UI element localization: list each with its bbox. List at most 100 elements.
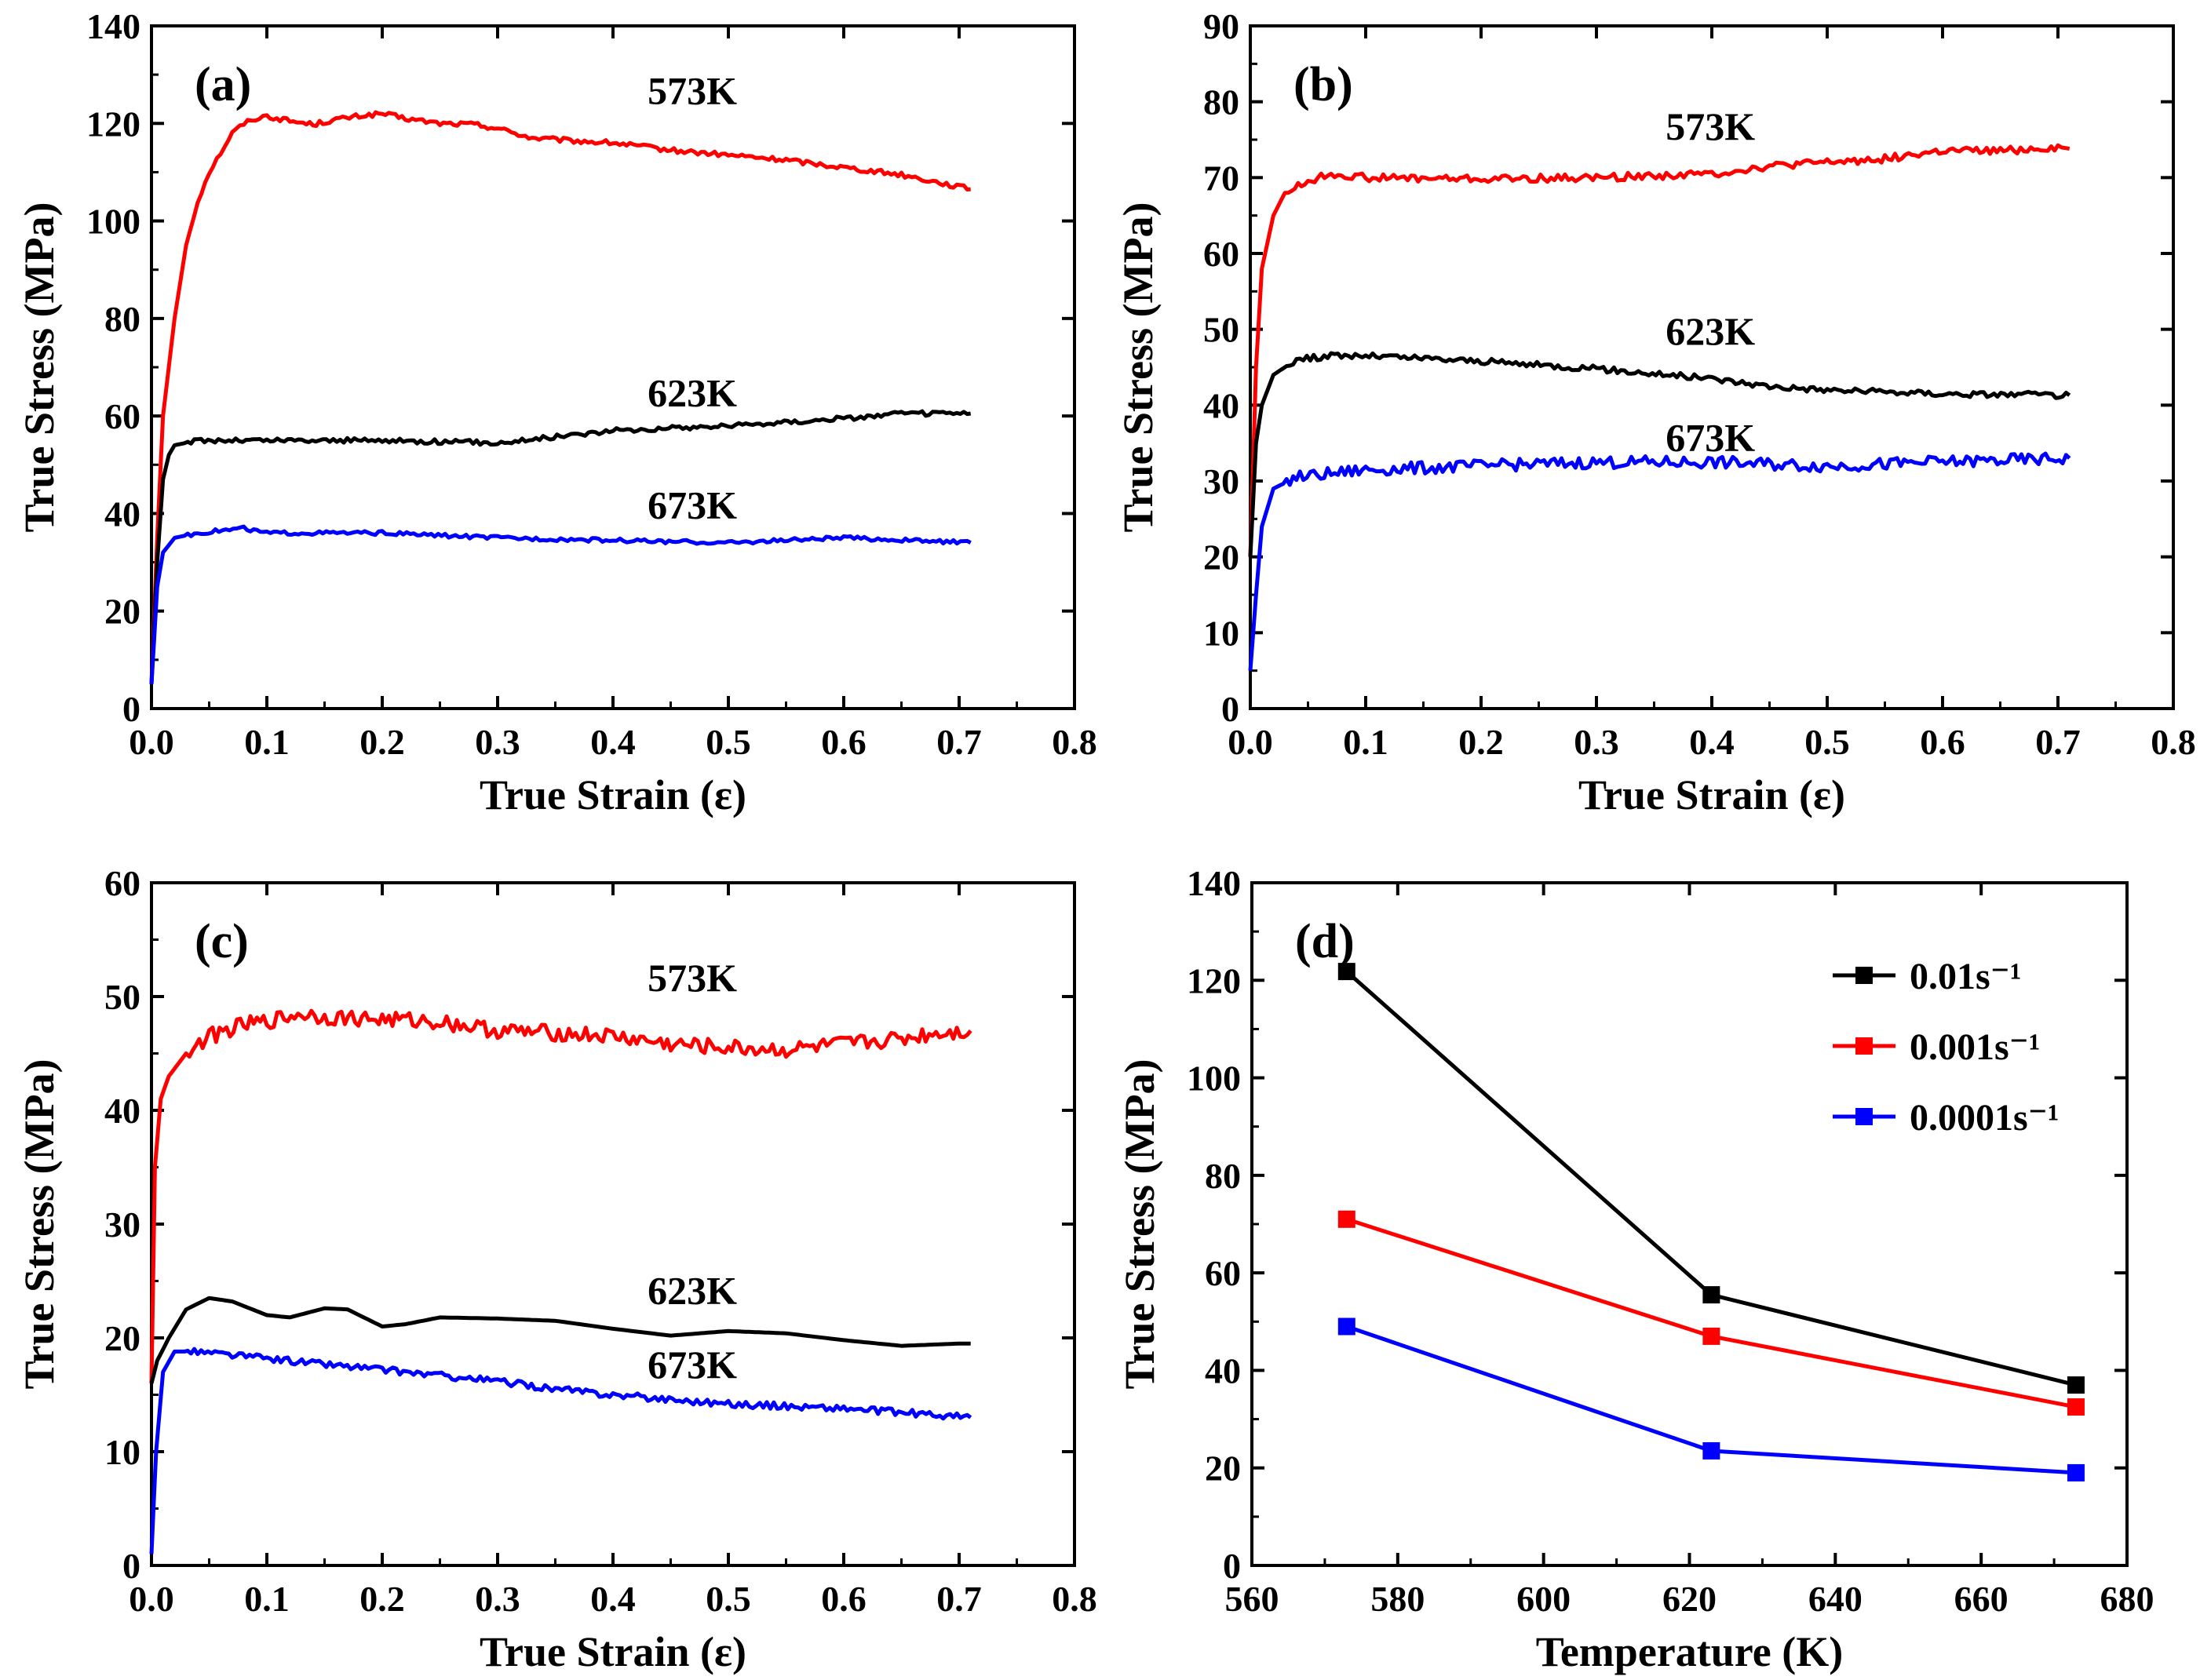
panel-b: 0.0 0.1 0.2 0.3 0.4 0.5 0.6 0.7 0.8 0 10 20 30 40 50 60… bbox=[1115, 6, 2196, 818]
legend-label: 0.01s⁻¹ bbox=[1910, 956, 2021, 997]
series-line-673K bbox=[1248, 451, 2071, 671]
x-tick-label: 0.7 bbox=[936, 1579, 982, 1619]
panel-c: 0.0 0.1 0.2 0.3 0.4 0.5 0.6 0.7 0.8 0 10 20 30 40 50 60… bbox=[16, 863, 1097, 1675]
x-tick-label: 660 bbox=[1954, 1579, 2009, 1619]
x-axis-title: True Strain (ε) bbox=[480, 1628, 746, 1675]
data-point bbox=[1702, 1441, 1720, 1460]
y-tick-label: 70 bbox=[1203, 158, 1239, 198]
x-tick-label: 0.6 bbox=[821, 1579, 867, 1619]
legend-marker bbox=[1855, 1108, 1873, 1125]
x-tick-label: 0.2 bbox=[1458, 722, 1504, 762]
plot-frame bbox=[150, 881, 1076, 1567]
y-tick-label: 40 bbox=[104, 494, 140, 534]
panel-label: (b) bbox=[1293, 58, 1353, 111]
curve-label: 623K bbox=[648, 371, 737, 415]
data-point bbox=[1337, 1210, 1355, 1228]
series-line-573K bbox=[149, 1008, 972, 1384]
data-point bbox=[1337, 1317, 1355, 1336]
x-tick-label: 0.0 bbox=[1228, 722, 1273, 762]
plot-frame bbox=[150, 24, 1076, 710]
series-line-673K bbox=[149, 524, 972, 685]
y-tick-label: 50 bbox=[1203, 310, 1239, 350]
x-tick-label: 0.5 bbox=[1804, 722, 1850, 762]
panel-label: (a) bbox=[195, 58, 251, 111]
x-tick-label: 580 bbox=[1370, 1579, 1425, 1619]
x-tick-label: 0.8 bbox=[1052, 1579, 1097, 1619]
series-line-623K bbox=[149, 1296, 971, 1384]
legend-marker bbox=[1855, 967, 1873, 984]
y-tick-label: 50 bbox=[104, 977, 140, 1017]
x-tick-label: 0.3 bbox=[1574, 722, 1619, 762]
x-tick-label: 0.0 bbox=[129, 722, 174, 762]
panel-label: (d) bbox=[1295, 915, 1355, 968]
curve-label: 623K bbox=[1666, 309, 1755, 353]
y-tick-label: 30 bbox=[1203, 461, 1239, 501]
x-tick-label: 0.1 bbox=[1343, 722, 1388, 762]
y-tick-label: 60 bbox=[1205, 1253, 1241, 1293]
x-tick-label: 0.8 bbox=[2151, 722, 2196, 762]
series-line-673K bbox=[149, 1347, 972, 1554]
x-tick-label: 0.4 bbox=[1689, 722, 1735, 762]
y-tick-label: 0 bbox=[122, 689, 140, 729]
legend-marker bbox=[1855, 1037, 1873, 1055]
x-tick-label: 0.7 bbox=[936, 722, 982, 762]
data-point bbox=[1702, 1327, 1720, 1345]
y-tick-label: 60 bbox=[104, 396, 140, 436]
x-tick-label: 0.3 bbox=[475, 1579, 520, 1619]
y-tick-label: 120 bbox=[86, 104, 140, 144]
y-tick-label: 120 bbox=[1187, 960, 1241, 1000]
y-tick-label: 80 bbox=[1205, 1156, 1241, 1196]
data-point bbox=[2067, 1398, 2085, 1416]
y-tick-label: 0 bbox=[1223, 1546, 1241, 1586]
curve-label: 673K bbox=[648, 483, 737, 527]
curve-label: 573K bbox=[1666, 104, 1755, 148]
y-tick-label: 30 bbox=[104, 1204, 140, 1245]
y-tick-label: 140 bbox=[86, 6, 140, 46]
y-tick-label: 0 bbox=[122, 1546, 140, 1586]
y-tick-label: 100 bbox=[86, 202, 140, 242]
y-tick-label: 80 bbox=[104, 299, 140, 339]
legend-label: 0.001s⁻¹ bbox=[1910, 1026, 2040, 1068]
panel-label: (c) bbox=[195, 915, 249, 968]
series-line-573K bbox=[1248, 143, 2071, 557]
y-tick-label: 90 bbox=[1203, 6, 1239, 46]
x-tick-label: 0.2 bbox=[359, 1579, 405, 1619]
y-tick-label: 10 bbox=[1203, 613, 1239, 653]
y-tick-label: 20 bbox=[104, 592, 140, 632]
x-tick-label: 0.1 bbox=[244, 1579, 290, 1619]
y-tick-label: 140 bbox=[1187, 863, 1241, 903]
curve-label: 673K bbox=[648, 1343, 737, 1387]
x-axis-title: Temperature (K) bbox=[1536, 1628, 1843, 1675]
y-tick-label: 0 bbox=[1221, 689, 1239, 729]
y-tick-label: 40 bbox=[1203, 385, 1239, 425]
x-tick-label: 0.7 bbox=[2035, 722, 2081, 762]
y-tick-label: 80 bbox=[1203, 82, 1239, 122]
x-axis-title: True Strain (ε) bbox=[480, 771, 746, 818]
y-tick-label: 40 bbox=[1205, 1350, 1241, 1390]
x-tick-label: 0.0 bbox=[129, 1579, 174, 1619]
x-tick-label: 0.4 bbox=[590, 1579, 636, 1619]
x-tick-label: 0.6 bbox=[821, 722, 867, 762]
x-tick-label: 0.1 bbox=[244, 722, 290, 762]
legend-label: 0.0001s⁻¹ bbox=[1910, 1097, 2059, 1139]
series-line bbox=[1346, 1217, 2077, 1409]
data-point bbox=[1702, 1286, 1720, 1304]
data-point bbox=[2067, 1376, 2085, 1394]
y-tick-label: 20 bbox=[104, 1318, 140, 1358]
y-axis-title: True Stress (MPa) bbox=[16, 202, 63, 533]
series-line-623K bbox=[149, 409, 972, 685]
y-axis-title: True Stress (MPa) bbox=[1116, 1059, 1163, 1390]
y-axis-title: True Stress (MPa) bbox=[16, 1059, 63, 1390]
x-tick-label: 0.6 bbox=[1920, 722, 1965, 762]
curve-label: 573K bbox=[648, 68, 737, 112]
y-tick-label: 60 bbox=[1203, 234, 1239, 274]
x-tick-label: 0.5 bbox=[706, 722, 751, 762]
x-tick-label: 620 bbox=[1662, 1579, 1717, 1619]
data-point bbox=[2067, 1463, 2085, 1481]
y-tick-label: 10 bbox=[104, 1432, 140, 1472]
panel-d: 560 580 600 620 640 660 680 0 20 40 60 80 100 120 140 T… bbox=[1116, 863, 2154, 1675]
x-tick-label: 600 bbox=[1516, 1579, 1571, 1619]
x-tick-label: 560 bbox=[1225, 1579, 1279, 1619]
y-tick-label: 20 bbox=[1203, 538, 1239, 578]
